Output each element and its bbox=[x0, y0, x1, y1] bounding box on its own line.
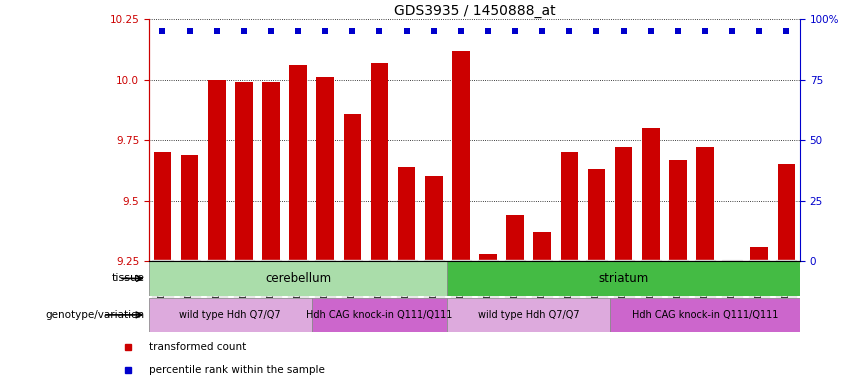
Bar bbox=[610, 298, 800, 332]
Text: transformed count: transformed count bbox=[149, 342, 246, 352]
Bar bbox=[614, 147, 632, 261]
Bar bbox=[208, 79, 226, 261]
Bar bbox=[149, 261, 448, 296]
Bar bbox=[534, 232, 551, 261]
Bar bbox=[397, 167, 415, 261]
Text: wild type Hdh Q7/Q7: wild type Hdh Q7/Q7 bbox=[180, 310, 281, 320]
Text: Hdh CAG knock-in Q111/Q111: Hdh CAG knock-in Q111/Q111 bbox=[631, 310, 778, 320]
Bar bbox=[149, 298, 311, 332]
Bar bbox=[479, 254, 497, 261]
Bar bbox=[588, 169, 605, 261]
Bar bbox=[561, 152, 578, 261]
Bar bbox=[506, 215, 524, 261]
Bar bbox=[778, 164, 795, 261]
Title: GDS3935 / 1450888_at: GDS3935 / 1450888_at bbox=[394, 4, 555, 18]
Text: striatum: striatum bbox=[598, 272, 648, 285]
Bar bbox=[371, 63, 388, 261]
Bar bbox=[289, 65, 307, 261]
Bar bbox=[262, 82, 280, 261]
Bar bbox=[425, 177, 443, 261]
Bar bbox=[751, 247, 768, 261]
Bar bbox=[448, 298, 610, 332]
Bar bbox=[311, 298, 448, 332]
Text: wild type Hdh Q7/Q7: wild type Hdh Q7/Q7 bbox=[478, 310, 580, 320]
Text: Hdh CAG knock-in Q111/Q111: Hdh CAG knock-in Q111/Q111 bbox=[306, 310, 453, 320]
Bar bbox=[452, 51, 470, 261]
Text: cerebellum: cerebellum bbox=[265, 272, 331, 285]
Text: genotype/variation: genotype/variation bbox=[46, 310, 145, 320]
Bar bbox=[669, 159, 687, 261]
Bar bbox=[154, 152, 171, 261]
Bar bbox=[235, 82, 253, 261]
Bar bbox=[448, 261, 800, 296]
Text: percentile rank within the sample: percentile rank within the sample bbox=[149, 365, 325, 375]
Bar bbox=[642, 128, 660, 261]
Bar bbox=[317, 77, 334, 261]
Bar bbox=[696, 147, 714, 261]
Bar bbox=[180, 155, 198, 261]
Bar bbox=[344, 114, 361, 261]
Text: tissue: tissue bbox=[111, 273, 145, 283]
